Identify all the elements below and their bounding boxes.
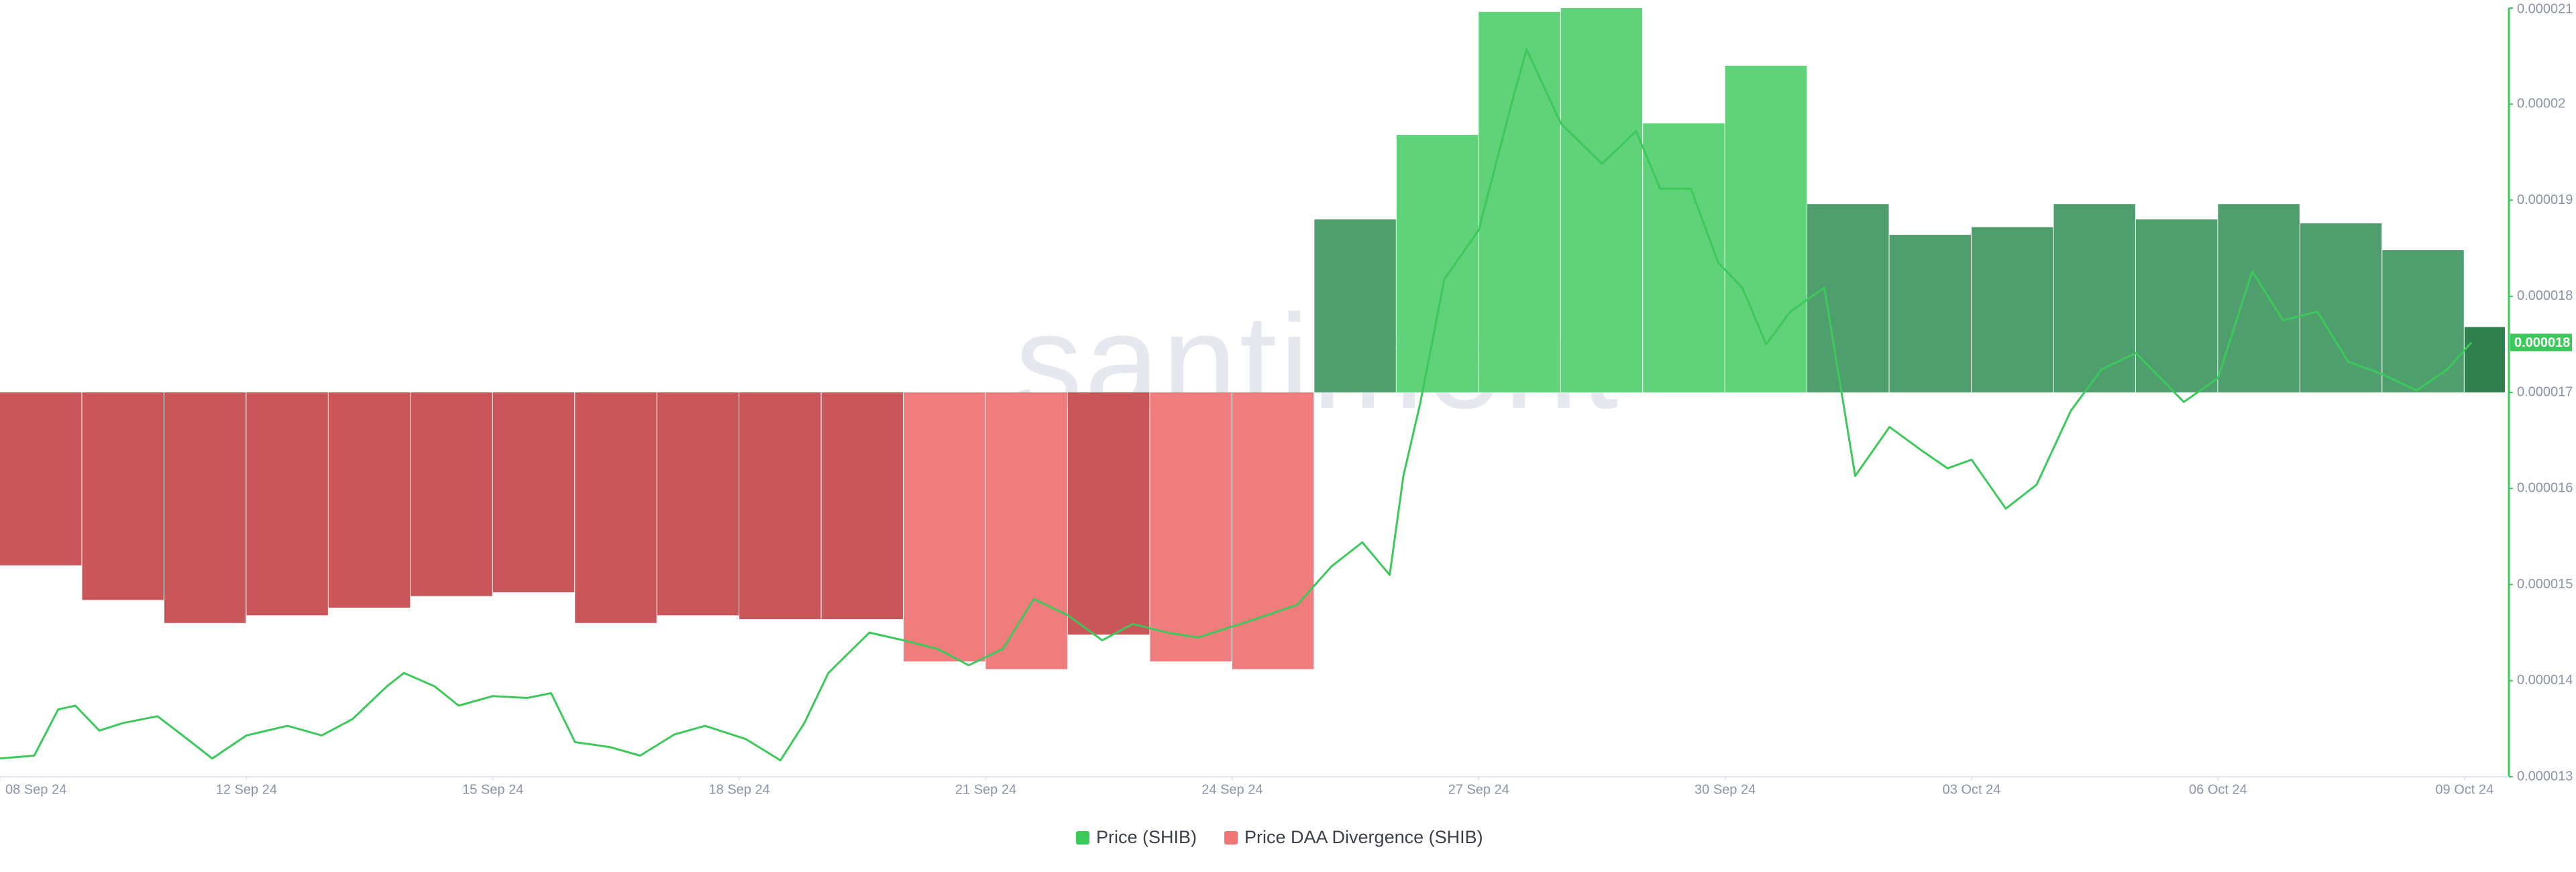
y-tick-label: 0.000015	[2517, 577, 2573, 592]
x-tick-label: 30 Sep 24	[1695, 782, 1756, 797]
divergence-bar	[328, 392, 411, 608]
x-tick-label: 09 Oct 24	[2435, 782, 2493, 797]
x-tick-label: 24 Sep 24	[1201, 782, 1263, 797]
x-tick-label: 15 Sep 24	[462, 782, 523, 797]
axes: 0.000018 0.000013 0.000014 0.000015 0.000016…	[0, 1, 2573, 797]
divergence-bar	[739, 392, 821, 620]
divergence-bar	[492, 392, 575, 592]
y-tick-label: 0.00002	[2517, 97, 2565, 111]
price-tag-box	[2510, 333, 2572, 351]
price-line	[0, 48, 2473, 762]
divergence-bar	[1396, 135, 1479, 392]
divergence-bar	[2300, 223, 2382, 392]
divergence-bar	[2218, 204, 2300, 392]
divergence-bar	[164, 392, 246, 623]
y-tick-label: 0.000014	[2517, 673, 2573, 688]
x-tick-label: 12 Sep 24	[216, 782, 277, 797]
legend-label: Price DAA Divergence (SHIB)	[1244, 827, 1483, 847]
divergence-bar	[657, 392, 739, 616]
divergence-bar	[246, 392, 328, 616]
y-tick-label: 0.000017	[2517, 384, 2573, 399]
bars	[0, 8, 2505, 669]
divergence-bar	[1972, 227, 2053, 392]
divergence-bar	[82, 392, 164, 600]
legend-swatch	[1076, 831, 1089, 844]
divergence-bar	[1067, 392, 1150, 635]
divergence-bar	[904, 392, 985, 662]
legend-swatch	[1224, 831, 1238, 844]
divergence-bar	[1314, 219, 1396, 392]
divergence-bar	[2053, 204, 2135, 392]
divergence-bar	[411, 392, 492, 596]
divergence-bar	[1560, 8, 1643, 392]
x-tick-label: 08 Sep 24	[5, 782, 66, 797]
divergence-bar	[1889, 235, 1972, 392]
divergence-bar	[575, 392, 657, 623]
x-tick-label: 06 Oct 24	[2189, 782, 2247, 797]
divergence-bar	[1807, 204, 1889, 392]
x-tick-label: 18 Sep 24	[709, 782, 770, 797]
divergence-bar	[1479, 11, 1560, 393]
x-tick-label: 21 Sep 24	[955, 782, 1016, 797]
divergence-bar	[1725, 65, 1807, 392]
y-tick-label: 0.000019	[2517, 193, 2573, 207]
divergence-bar	[2382, 250, 2464, 392]
divergence-bar	[2464, 327, 2505, 392]
divergence-bar	[1643, 123, 1725, 392]
price-tag: 0.000018	[2514, 335, 2570, 350]
divergence-bar	[0, 392, 82, 565]
divergence-bar	[821, 392, 904, 620]
legend: Price (SHIB) Price DAA Divergence (SHIB)	[1076, 827, 1483, 847]
lines	[0, 48, 2473, 762]
divergence-bar	[985, 392, 1067, 669]
x-tick-label: 27 Sep 24	[1448, 782, 1509, 797]
divergence-bar	[2135, 219, 2218, 392]
y-tick-label: 0.000021	[2517, 1, 2573, 16]
divergence-bar	[1150, 392, 1232, 662]
divergence-bar	[1232, 392, 1314, 669]
y-tick-label: 0.000016	[2517, 481, 2573, 496]
legend-label: Price (SHIB)	[1096, 827, 1197, 847]
y-tick-label: 0.000013	[2517, 769, 2573, 783]
y-tick-label: 0.000018	[2517, 288, 2573, 303]
x-tick-label: 03 Oct 24	[1943, 782, 2001, 797]
